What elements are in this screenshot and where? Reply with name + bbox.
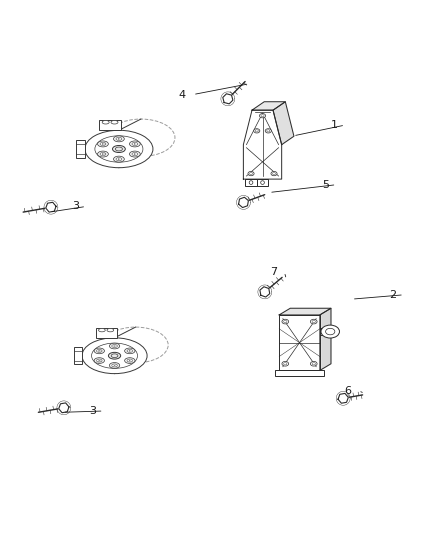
Ellipse shape <box>94 348 104 354</box>
Ellipse shape <box>85 130 153 168</box>
Text: 3: 3 <box>89 406 96 416</box>
Ellipse shape <box>125 348 135 354</box>
Text: 2: 2 <box>389 290 397 300</box>
Polygon shape <box>239 197 248 207</box>
Ellipse shape <box>259 114 265 118</box>
Ellipse shape <box>265 128 271 133</box>
Ellipse shape <box>99 328 105 332</box>
Ellipse shape <box>130 151 140 157</box>
Text: 3: 3 <box>72 201 79 212</box>
Ellipse shape <box>254 128 260 133</box>
Ellipse shape <box>130 141 140 147</box>
Ellipse shape <box>132 152 138 156</box>
Ellipse shape <box>98 141 108 147</box>
Polygon shape <box>279 315 320 370</box>
Polygon shape <box>273 102 294 144</box>
Text: 1: 1 <box>331 120 338 130</box>
Polygon shape <box>244 110 282 179</box>
Ellipse shape <box>82 338 147 374</box>
Polygon shape <box>223 94 233 104</box>
Ellipse shape <box>116 158 122 161</box>
Ellipse shape <box>321 325 339 338</box>
Polygon shape <box>279 308 331 315</box>
Polygon shape <box>320 308 331 370</box>
Bar <box>245 179 257 186</box>
Ellipse shape <box>127 359 133 362</box>
Ellipse shape <box>110 362 120 368</box>
Ellipse shape <box>109 352 121 359</box>
Ellipse shape <box>107 328 114 332</box>
Bar <box>275 370 324 376</box>
Ellipse shape <box>102 120 109 124</box>
Polygon shape <box>338 393 348 403</box>
Ellipse shape <box>111 120 118 124</box>
Ellipse shape <box>127 349 133 352</box>
Ellipse shape <box>282 319 289 324</box>
Ellipse shape <box>110 343 120 349</box>
Ellipse shape <box>98 151 108 157</box>
Polygon shape <box>59 403 69 413</box>
Bar <box>99 120 121 130</box>
Ellipse shape <box>94 358 104 364</box>
Ellipse shape <box>132 142 138 146</box>
Ellipse shape <box>271 172 277 176</box>
Ellipse shape <box>311 361 317 366</box>
Ellipse shape <box>96 349 102 352</box>
Polygon shape <box>260 287 270 297</box>
Ellipse shape <box>113 136 124 142</box>
Polygon shape <box>46 203 56 212</box>
Bar <box>95 328 117 338</box>
Text: 7: 7 <box>270 266 277 277</box>
Ellipse shape <box>112 344 117 348</box>
Ellipse shape <box>248 172 254 176</box>
Ellipse shape <box>116 138 122 140</box>
Ellipse shape <box>125 358 135 364</box>
Ellipse shape <box>311 319 317 324</box>
Ellipse shape <box>113 156 124 162</box>
Text: 5: 5 <box>322 180 329 190</box>
Text: 6: 6 <box>344 385 351 395</box>
Ellipse shape <box>100 142 106 146</box>
Bar <box>74 347 82 365</box>
Polygon shape <box>252 102 285 110</box>
Text: 4: 4 <box>178 90 186 100</box>
Bar <box>76 140 85 158</box>
Bar <box>257 179 268 186</box>
Ellipse shape <box>282 361 289 366</box>
Ellipse shape <box>100 152 106 156</box>
Ellipse shape <box>113 146 125 152</box>
Ellipse shape <box>112 364 117 367</box>
Ellipse shape <box>96 359 102 362</box>
